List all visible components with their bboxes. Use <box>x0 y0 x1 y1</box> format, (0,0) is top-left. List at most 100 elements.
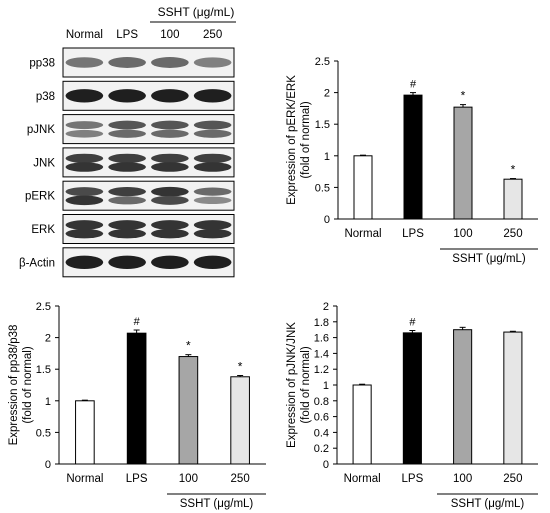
blot-band <box>151 153 189 163</box>
blot-band <box>151 186 189 197</box>
blot-row-label: β-Actin <box>19 257 55 269</box>
pp38-p38-group-label: SSHT (μg/mL) <box>180 498 254 510</box>
perk-erk-y-label-line: Expression of pERK/ERK <box>286 75 298 205</box>
pp38-p38-bar <box>126 332 147 465</box>
blot-band <box>193 162 232 172</box>
pjnk-jnk-y-tick-label: 0.8 <box>314 396 329 408</box>
blot-band <box>65 89 104 103</box>
blot-row-label: pp38 <box>29 58 55 70</box>
pp38-p38-category-label: 100 <box>179 473 198 485</box>
blot-row-label: ERK <box>31 224 55 236</box>
pjnk-jnk-y-label-line: Expression of pJNK/JNK <box>286 322 298 448</box>
pp38-p38-category-label: Normal <box>66 473 103 485</box>
pjnk-jnk-group-label: SSHT (μg/mL) <box>451 498 525 510</box>
pjnk-jnk-chart: 0 0.2 0.4 0.6 0.8 1 1.2 1.4 1.6 1.8 2 Expression of… <box>286 301 538 510</box>
blot-lane-label: 250 <box>203 29 222 41</box>
pjnk-jnk-y-tick-label: 0.2 <box>314 443 329 455</box>
blot-band <box>65 228 104 239</box>
blot-band <box>108 153 146 163</box>
perk-erk-category-label: 250 <box>503 228 522 240</box>
blot-band <box>65 255 104 270</box>
pjnk-jnk-bar <box>352 384 372 465</box>
pp38-p38-category-label: 250 <box>231 473 250 485</box>
blot-group-header: SSHT (μg/mL) <box>158 5 235 19</box>
blot-band <box>108 120 146 130</box>
blot-band <box>108 129 146 138</box>
blot-band <box>151 228 189 239</box>
blot-band <box>193 89 232 103</box>
blot-band <box>108 220 146 230</box>
blot-band <box>193 196 232 205</box>
pjnk-jnk-y-tick-label: 1 <box>323 380 329 392</box>
pjnk-jnk-y-tick-label: 0.4 <box>314 427 329 439</box>
blot-band <box>151 129 189 138</box>
blot-band <box>193 220 232 230</box>
pp38-p38-bar <box>75 400 95 465</box>
perk-erk-significance-mark: # <box>410 79 417 91</box>
pp38-p38-bar <box>230 376 250 465</box>
blot-band <box>151 89 189 103</box>
pp38-p38-significance-mark: * <box>186 339 191 353</box>
pjnk-jnk-bar <box>453 329 473 465</box>
blot-row-label: pERK <box>25 191 55 203</box>
blot-band <box>193 57 232 68</box>
blot-row-label: JNK <box>33 157 55 169</box>
blot-band <box>108 187 146 197</box>
blot-band <box>65 57 104 68</box>
blot-band <box>65 153 104 163</box>
pjnk-jnk-y-tick-label: 1.2 <box>314 364 329 376</box>
pp38-p38-y-label-line: (fold of normal) <box>22 346 34 424</box>
blot-band <box>65 187 104 197</box>
pjnk-jnk-y-tick-label: 0 <box>323 459 329 471</box>
blot-band <box>151 195 189 205</box>
pjnk-jnk-y-label-line: (fold of normal) <box>300 346 312 424</box>
blot-band <box>108 162 146 172</box>
pjnk-jnk-significance-mark: # <box>409 316 416 328</box>
perk-erk-bar <box>453 106 473 220</box>
pjnk-jnk-category-label: 100 <box>453 473 472 485</box>
pp38-p38-y-tick-label: 1 <box>45 396 51 408</box>
blot-row-label: pJNK <box>27 124 55 136</box>
blot-band <box>193 153 232 163</box>
blot-band <box>151 120 189 130</box>
perk-erk-category-label: Normal <box>344 228 381 240</box>
pjnk-jnk-category-label: 250 <box>503 473 522 485</box>
blot-band <box>193 255 232 270</box>
pp38-p38-significance-mark: # <box>134 316 141 328</box>
pjnk-jnk-y-tick-label: 1.6 <box>314 333 329 345</box>
perk-erk-y-label-line: (fold of normal) <box>300 101 312 179</box>
blot-lane-label: Normal <box>66 29 103 41</box>
pp38-p38-y-tick-label: 2.5 <box>36 301 51 313</box>
pjnk-jnk-category-label: Normal <box>344 473 381 485</box>
blot-band <box>65 195 104 206</box>
perk-erk-bar <box>353 155 373 220</box>
perk-erk-y-tick-label: 1 <box>324 151 330 163</box>
blot-band <box>193 120 232 130</box>
pjnk-jnk-bar <box>503 331 523 465</box>
pjnk-jnk-y-tick-label: 2 <box>323 301 329 313</box>
perk-erk-y-tick-label: 2 <box>324 88 330 100</box>
pp38-p38-y-label: Expression of pp38/p38 (fold of normal) <box>8 325 34 446</box>
pp38-p38-y-label-line: Expression of pp38/p38 <box>8 325 20 446</box>
pjnk-jnk-y-tick-label: 1.8 <box>314 317 329 329</box>
blot-band <box>65 121 104 129</box>
blot-band <box>193 228 232 239</box>
pjnk-jnk-y-tick-label: 0.6 <box>314 412 329 424</box>
blot-band <box>65 162 104 172</box>
pp38-p38-y-tick-label: 1.5 <box>36 364 51 376</box>
pp38-p38-y-tick-label: 2 <box>45 333 51 345</box>
pp38-p38-category-label: LPS <box>126 473 148 485</box>
pjnk-jnk-category-label: LPS <box>402 473 424 485</box>
perk-erk-y-tick-label: 1.5 <box>315 119 330 131</box>
blot-band <box>108 255 146 270</box>
western-blot: SSHT (μg/mL) Normal LPS 100 250 pp38 p38 pJNK JN… <box>19 5 236 278</box>
blot-band <box>151 220 189 230</box>
perk-erk-y-tick-label: 0.5 <box>315 182 330 194</box>
pjnk-jnk-y-tick-label: 1.4 <box>314 348 329 360</box>
blot-band <box>108 89 146 103</box>
blot-row-frame <box>62 114 235 145</box>
blot-row-label: p38 <box>36 91 55 103</box>
